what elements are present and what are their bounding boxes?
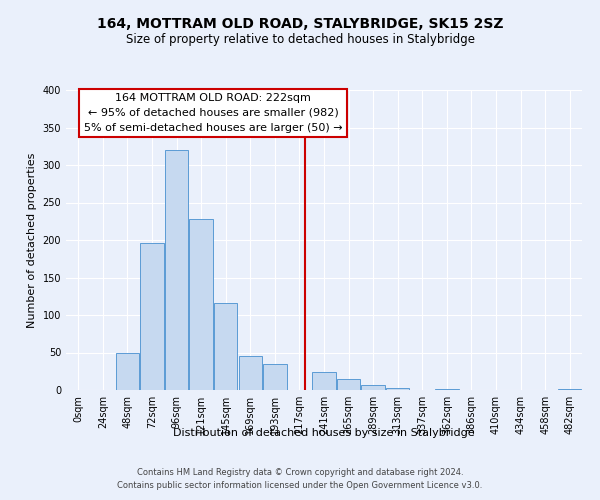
Y-axis label: Number of detached properties: Number of detached properties [27,152,37,328]
Bar [386,388,409,390]
Text: Contains HM Land Registry data © Crown copyright and database right 2024.: Contains HM Land Registry data © Crown c… [137,468,463,477]
Bar [313,372,335,390]
Text: 164, MOTTRAM OLD ROAD, STALYBRIDGE, SK15 2SZ: 164, MOTTRAM OLD ROAD, STALYBRIDGE, SK15… [97,18,503,32]
Bar [361,385,385,390]
Bar [239,356,262,390]
Bar [558,388,581,390]
Bar [165,150,188,390]
Text: Contains public sector information licensed under the Open Government Licence v3: Contains public sector information licen… [118,480,482,490]
Text: 164 MOTTRAM OLD ROAD: 222sqm
← 95% of detached houses are smaller (982)
5% of se: 164 MOTTRAM OLD ROAD: 222sqm ← 95% of de… [84,93,343,132]
Bar [214,303,238,390]
Bar [337,379,360,390]
Bar [263,364,287,390]
Text: Distribution of detached houses by size in Stalybridge: Distribution of detached houses by size … [173,428,475,438]
Bar [140,243,164,390]
Bar [116,352,139,390]
Bar [190,219,213,390]
Text: Size of property relative to detached houses in Stalybridge: Size of property relative to detached ho… [125,32,475,46]
Bar [435,389,458,390]
